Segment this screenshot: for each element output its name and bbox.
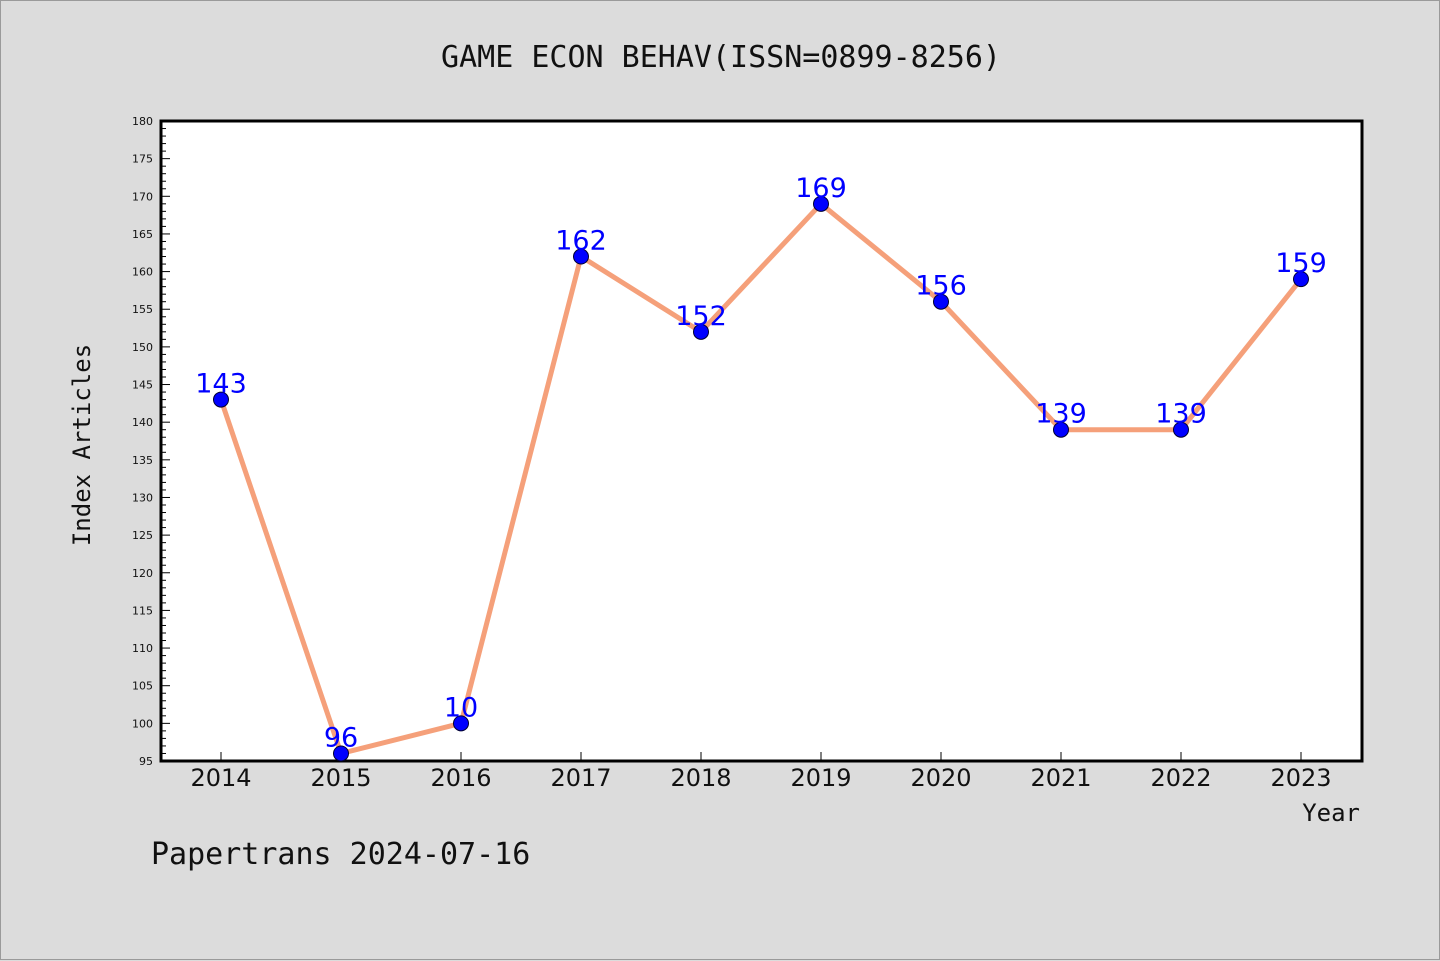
x-tick-label: 2016 (430, 764, 491, 792)
x-axis-title: Year (1302, 799, 1360, 827)
data-label: 10 (444, 692, 478, 723)
x-tick-label: 2022 (1150, 764, 1211, 792)
y-tick-label: 180 (132, 115, 153, 128)
y-axis: 95 100 105 110 115 120 125 130 135 140 145 150 155 16… (132, 115, 170, 768)
x-tick-label: 2018 (670, 764, 731, 792)
data-label: 152 (675, 301, 727, 332)
x-axis: 2014 2015 2016 2017 2018 2019 2020 2021 2022 2023 (190, 752, 1332, 792)
y-tick-label: 130 (132, 491, 153, 504)
x-tick-label: 2015 (310, 764, 371, 792)
data-point (1293, 271, 1309, 288)
y-tick-label: 170 (132, 190, 153, 203)
data-point (693, 323, 709, 340)
chart-title: GAME ECON BEHAV(ISSN=0899-8256) (441, 40, 1001, 75)
x-tick-label: 2020 (910, 764, 971, 792)
y-tick-label: 105 (132, 680, 153, 693)
data-label: 96 (324, 722, 358, 753)
y-tick-label: 120 (132, 567, 153, 580)
data-label: 169 (795, 173, 847, 204)
data-label: 143 (195, 369, 247, 400)
data-point (1173, 421, 1189, 438)
data-point (573, 248, 589, 265)
y-tick-label: 165 (132, 228, 153, 241)
y-tick-label: 135 (132, 454, 153, 467)
data-labels: 143 96 10 162 152 169 156 139 139 159 (195, 173, 1327, 754)
data-point (453, 715, 469, 732)
data-point (933, 293, 949, 310)
y-tick-label: 115 (132, 604, 153, 617)
y-tick-label: 155 (132, 303, 153, 316)
x-tick-label: 2019 (790, 764, 851, 792)
y-tick-label: 95 (139, 755, 153, 768)
x-tick-label: 2017 (550, 764, 611, 792)
y-tick-label: 100 (132, 717, 153, 730)
y-tick-label: 150 (132, 341, 153, 354)
data-point (1053, 421, 1069, 438)
data-label: 159 (1275, 248, 1327, 279)
footer-credit: Papertrans 2024-07-16 (151, 837, 530, 872)
data-label: 156 (915, 271, 967, 302)
data-label: 139 (1155, 399, 1207, 430)
data-point (333, 745, 349, 762)
series-line (218, 201, 1303, 756)
x-tick-label: 2014 (190, 764, 251, 792)
x-tick-label: 2021 (1030, 764, 1091, 792)
series-layer (213, 195, 1309, 762)
y-tick-label: 145 (132, 379, 153, 392)
data-label: 139 (1035, 399, 1087, 430)
y-tick-label: 110 (132, 642, 153, 655)
y-tick-label: 175 (132, 153, 153, 166)
plot-area (159, 119, 1364, 763)
y-tick-label: 125 (132, 529, 153, 542)
data-point (213, 391, 229, 408)
data-point (813, 195, 829, 212)
data-label: 162 (555, 226, 607, 257)
y-tick-label: 140 (132, 416, 153, 429)
x-tick-label: 2023 (1270, 764, 1331, 792)
y-tick-label: 160 (132, 266, 153, 279)
y-axis-title: Index Articles (68, 344, 96, 546)
